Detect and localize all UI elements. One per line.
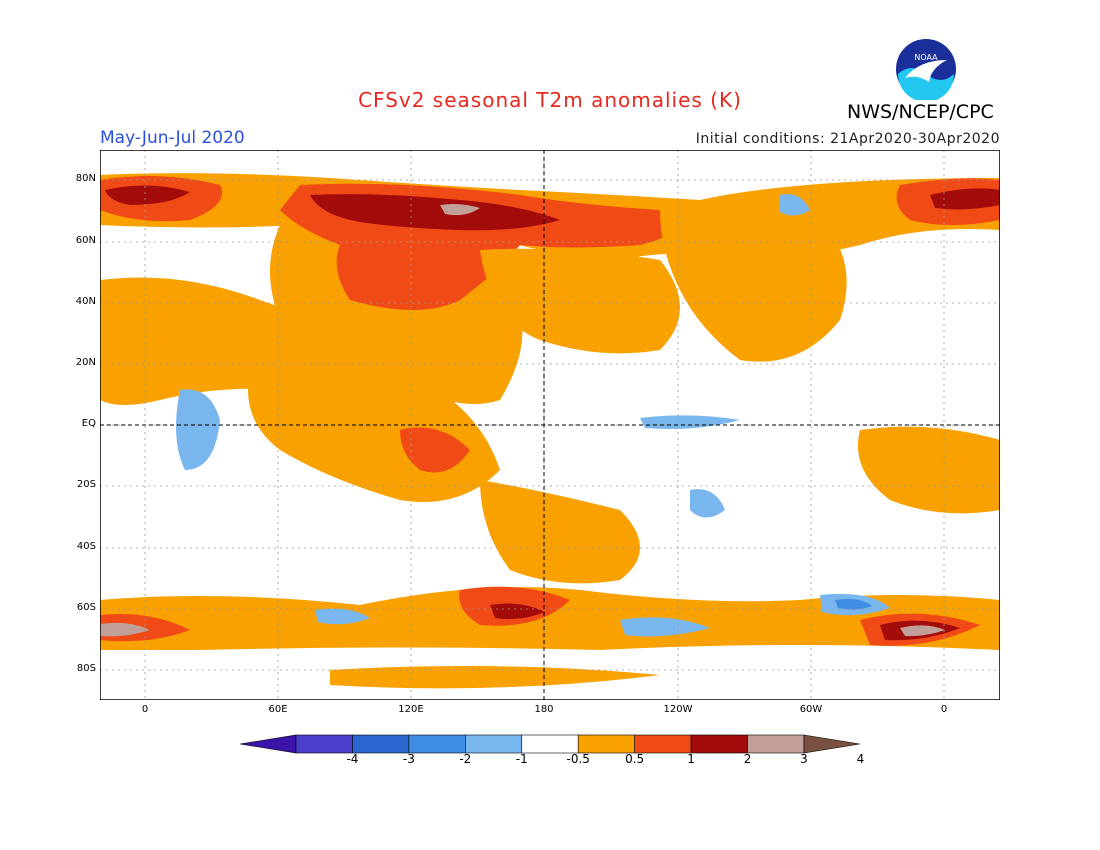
colorbar-segment	[295, 734, 353, 754]
colorbar-label: 1	[687, 752, 695, 766]
antarctic-right-tan	[900, 625, 945, 637]
siberia-darkred	[310, 194, 560, 231]
latitude-label: 80N	[75, 173, 96, 184]
logo-text: NOAA	[914, 53, 938, 62]
southern-cool-2	[620, 617, 710, 637]
noaa-logo-icon: NOAA	[896, 39, 956, 100]
southern-blue-3	[835, 598, 872, 610]
longitude-label: 120E	[398, 704, 424, 715]
latitude-label: 20N	[75, 357, 96, 368]
colorbar-label: -3	[402, 752, 415, 766]
north-pacific-warm	[480, 248, 680, 354]
latitude-label: 80S	[76, 663, 96, 674]
longitude-label: 0	[141, 704, 149, 715]
equatorial-pacific-cool	[640, 415, 740, 429]
baffin-cool	[780, 194, 810, 216]
longitude-label: 0	[940, 704, 948, 715]
colorbar-label: 4	[856, 752, 865, 766]
west-atlantic-cool	[690, 489, 725, 518]
latitude-label: 60N	[75, 235, 96, 246]
longitude-label: 180	[534, 704, 554, 715]
colorbar-segment	[577, 734, 635, 754]
longitude-label: 120W	[663, 704, 693, 715]
latitude-label: EQ	[81, 418, 96, 429]
period-label: May-Jun-Jul 2020	[100, 128, 245, 148]
org-label: NWS/NCEP/CPC	[847, 101, 994, 123]
south-pacific-warm	[480, 480, 640, 584]
colorbar-segment	[747, 734, 805, 754]
maritime-red	[400, 427, 470, 473]
anomaly-fills	[100, 173, 1000, 689]
colorbar-segment	[408, 734, 466, 754]
antarctic-left-tan	[100, 622, 150, 637]
latitude-label: 20S	[76, 479, 96, 490]
colorbar-segment	[634, 734, 692, 754]
colorbar-label: -1	[515, 752, 528, 766]
greenland-darkred	[930, 188, 1000, 210]
latitude-label: 40N	[75, 296, 96, 307]
southern-cool-1	[315, 608, 370, 625]
colorbar	[240, 734, 860, 754]
anomaly-map	[100, 150, 1000, 700]
latitude-label: 60S	[76, 602, 96, 613]
colorbar-label: 3	[800, 752, 808, 766]
scandinavia-darkred	[105, 185, 190, 205]
south-atlantic-warm	[858, 426, 1000, 514]
latitude-label: 40S	[76, 541, 96, 552]
colorbar-arrow-left	[240, 734, 297, 754]
siberia-tan	[440, 204, 480, 216]
initial-conditions: Initial conditions: 21Apr2020-30Apr2020	[695, 131, 1000, 147]
southern-ocean-warm	[100, 587, 1000, 650]
colorbar-label: 2	[743, 752, 752, 766]
colorbar-label: -0.5	[566, 752, 590, 766]
colorbar-label: 0.5	[625, 752, 645, 766]
longitude-label: 60W	[799, 704, 823, 715]
longitude-label: 60E	[268, 704, 288, 715]
southern-darkred	[490, 603, 545, 620]
south-pole-warm	[330, 666, 660, 689]
colorbar-label: -4	[346, 752, 359, 766]
colorbar-arrow-right	[803, 734, 860, 754]
colorbar-segment	[521, 734, 579, 754]
colorbar-segment	[352, 734, 410, 754]
colorbar-label: -2	[459, 752, 472, 766]
colorbar-segment	[465, 734, 523, 754]
chart-title: CFSv2 seasonal T2m anomalies (K)	[358, 88, 742, 112]
africa-cool	[176, 389, 220, 470]
colorbar-segment	[690, 734, 748, 754]
